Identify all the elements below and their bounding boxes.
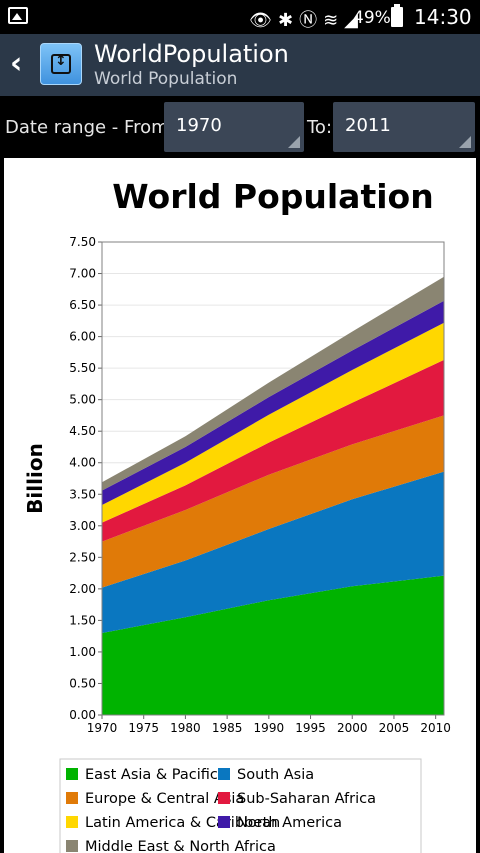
battery-icon (391, 4, 403, 27)
app-title: WorldPopulation (94, 40, 289, 68)
plot-border (101, 241, 445, 716)
y-tick-label: 0.00 (69, 708, 96, 722)
back-chevron-icon[interactable]: ‹ (10, 46, 23, 81)
gallery-icon (8, 7, 28, 24)
status-icons: 👁✱Ⓝ≋◢ (249, 6, 364, 32)
to-year-spinner[interactable]: 2011 (333, 102, 475, 152)
legend-label: Europe & Central Asia (85, 791, 244, 807)
x-tick-label: 1995 (295, 721, 326, 735)
x-tick-label: 1970 (87, 721, 118, 735)
y-tick-label: 3.00 (69, 519, 96, 533)
to-year-value: 2011 (345, 115, 391, 136)
x-tick-label: 2005 (379, 721, 410, 735)
x-tick-label: 2010 (420, 721, 451, 735)
y-axis-label: Billion (23, 443, 47, 514)
area-series-1 (102, 471, 444, 633)
app-icon[interactable] (40, 43, 82, 85)
y-tick-label: 6.50 (69, 298, 96, 312)
battery-percent: 49% (353, 8, 391, 28)
y-tick-label: 3.50 (69, 487, 96, 501)
y-tick-label: 2.50 (69, 550, 96, 564)
y-tick-label: 5.00 (69, 393, 96, 407)
legend-label: South Asia (237, 767, 314, 783)
refresh-arrows-icon (51, 53, 71, 74)
legend-swatch (218, 792, 230, 804)
legend-label: Middle East & North Africa (85, 839, 276, 853)
area-series-4 (102, 322, 444, 523)
y-tick-label: 5.50 (69, 361, 96, 375)
legend-label: North America (237, 815, 342, 831)
bluetooth-icon: ✱ (277, 10, 300, 31)
y-tick-label: 4.50 (69, 424, 96, 438)
signal-icon: ◢ (344, 10, 364, 31)
y-tick-label: 2.00 (69, 582, 96, 596)
y-tick-label: 4.00 (69, 456, 96, 470)
dropdown-corner-icon (459, 136, 471, 148)
dropdown-corner-icon (288, 136, 300, 148)
y-tick-label: 1.00 (69, 645, 96, 659)
legend-label: Sub-Saharan Africa (237, 791, 376, 807)
date-range-to-label: To: (307, 117, 333, 138)
date-range-row: Date range - From: 1970 To: 2011 (0, 96, 480, 158)
x-tick-label: 1990 (254, 721, 285, 735)
y-tick-label: 0.50 (69, 676, 96, 690)
wifi-icon: ≋ (323, 10, 345, 31)
area-series-2 (102, 415, 444, 588)
app-subtitle: World Population (94, 69, 238, 89)
chart-title: World Population (112, 177, 433, 216)
x-tick-label: 1980 (170, 721, 201, 735)
legend-swatch (218, 816, 230, 828)
legend-swatch (66, 792, 78, 804)
area-series-3 (102, 359, 444, 542)
legend-swatch (66, 816, 78, 828)
action-bar: ‹ WorldPopulation World Population (0, 34, 480, 96)
area-series-0 (102, 575, 444, 715)
legend-box (59, 758, 422, 853)
legend-swatch (66, 840, 78, 852)
nfc-icon: Ⓝ (299, 10, 324, 31)
x-tick-label: 1985 (212, 721, 243, 735)
area-series-6 (102, 276, 444, 491)
chart-area: World Population Billion 0.00 0.50 1.00 1.50 2… (4, 158, 476, 853)
legend-label: Latin America & Caribbean (85, 815, 280, 831)
population-chart: World Population Billion 0.00 0.50 1.00 1.50 2… (23, 177, 451, 853)
y-tick-label: 1.50 (69, 613, 96, 627)
y-tick-label: 6.00 (69, 330, 96, 344)
legend-swatch (66, 768, 78, 780)
legend-label: East Asia & Pacific (85, 767, 218, 783)
clock: 14:30 (414, 5, 472, 29)
eye-icon: 👁 (249, 10, 278, 31)
from-year-value: 1970 (176, 115, 222, 136)
legend-swatch (218, 768, 230, 780)
y-tick-label: 7.00 (69, 267, 96, 281)
x-tick-label: 2000 (337, 721, 368, 735)
date-range-from-label: Date range - From: (5, 117, 175, 138)
x-tick-label: 1975 (128, 721, 159, 735)
area-series-5 (102, 300, 444, 505)
y-tick-label: 7.50 (69, 235, 96, 249)
from-year-spinner[interactable]: 1970 (164, 102, 304, 152)
status-bar: 👁✱Ⓝ≋◢ 49% 14:30 (0, 0, 480, 34)
